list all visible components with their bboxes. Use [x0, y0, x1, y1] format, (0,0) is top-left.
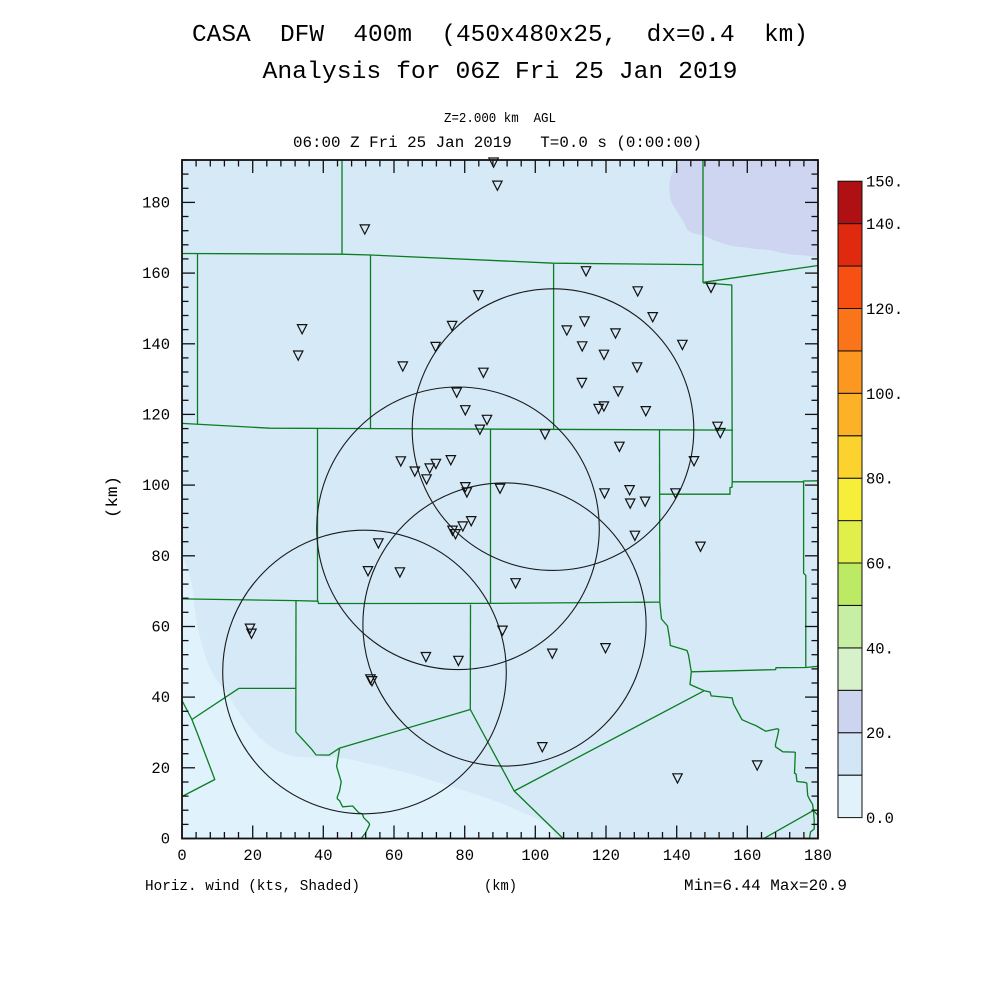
- svg-text:100: 100: [142, 477, 170, 495]
- svg-text:(km): (km): [104, 476, 122, 518]
- svg-text:180: 180: [142, 194, 170, 212]
- svg-text:40: 40: [151, 689, 170, 707]
- svg-text:140.: 140.: [866, 216, 903, 234]
- svg-text:60.: 60.: [866, 556, 894, 574]
- svg-text:0: 0: [161, 831, 170, 849]
- svg-text:120: 120: [592, 847, 620, 865]
- svg-text:20.: 20.: [866, 725, 894, 743]
- svg-text:06:00 Z Fri 25 Jan 2019 T=0.: 06:00 Z Fri 25 Jan 2019 T=0.0 s (0:00:00…: [293, 134, 702, 152]
- svg-text:140: 140: [142, 336, 170, 354]
- svg-text:Min=6.44 Max=20.9: Min=6.44 Max=20.9: [684, 877, 847, 895]
- svg-text:60: 60: [151, 619, 170, 637]
- svg-text:120.: 120.: [866, 301, 903, 319]
- svg-text:120: 120: [142, 406, 170, 424]
- svg-text:180: 180: [804, 847, 832, 865]
- svg-text:20: 20: [151, 760, 170, 778]
- svg-text:20: 20: [243, 847, 262, 865]
- svg-text:0.0: 0.0: [866, 810, 894, 828]
- svg-text:80.: 80.: [866, 471, 894, 489]
- svg-text:40.: 40.: [866, 640, 894, 658]
- svg-text:(km): (km): [484, 879, 517, 895]
- svg-text:160: 160: [733, 847, 761, 865]
- svg-text:Horiz. wind (kts, Shaded): Horiz. wind (kts, Shaded): [145, 879, 360, 895]
- svg-text:140: 140: [663, 847, 691, 865]
- svg-text:100.: 100.: [866, 386, 903, 404]
- svg-text:0: 0: [177, 847, 186, 865]
- svg-text:60: 60: [385, 847, 404, 865]
- svg-text:40: 40: [314, 847, 333, 865]
- svg-text:CASA DFW 400m (450x480x25,: CASA DFW 400m (450x480x25, dx=0.4 km): [192, 22, 808, 49]
- svg-text:Analysis for 06Z Fri 25 Jan 20: Analysis for 06Z Fri 25 Jan 2019: [263, 59, 738, 86]
- svg-text:150.: 150.: [866, 174, 903, 192]
- svg-text:160: 160: [142, 265, 170, 283]
- svg-text:100: 100: [521, 847, 549, 865]
- svg-text:80: 80: [151, 548, 170, 566]
- svg-text:80: 80: [455, 847, 474, 865]
- svg-text:Z=2.000 km AGL: Z=2.000 km AGL: [444, 112, 556, 127]
